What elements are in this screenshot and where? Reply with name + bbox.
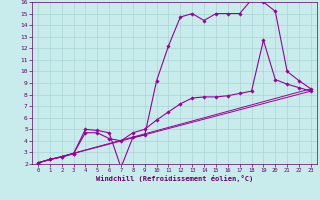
X-axis label: Windchill (Refroidissement éolien,°C): Windchill (Refroidissement éolien,°C) — [96, 175, 253, 182]
